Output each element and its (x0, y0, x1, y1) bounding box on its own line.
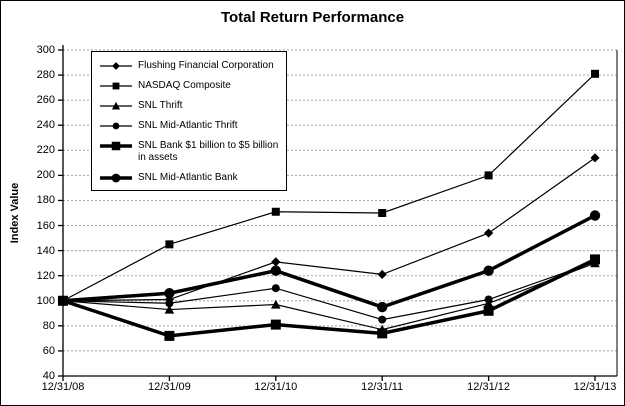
legend-square-marker-icon (100, 140, 132, 152)
y-tick-label: 60 (42, 344, 55, 357)
y-tick-label: 40 (42, 370, 55, 382)
y-tick-label: 120 (36, 269, 55, 282)
y-tick-label: 240 (36, 119, 55, 132)
y-tick-label: 80 (42, 319, 55, 332)
legend-label: Flushing Financial Corporation (138, 60, 274, 71)
legend-item: SNL Bank $1 billion to $5 billion in ass… (100, 140, 280, 164)
legend-circle-marker-icon (100, 172, 132, 184)
legend-square-marker-icon (100, 80, 132, 92)
x-tick-label: 12/31/09 (147, 381, 191, 393)
y-tick-label: 260 (36, 94, 55, 107)
y-tick-label: 200 (36, 169, 55, 182)
y-tick-label: 160 (36, 219, 55, 232)
legend-label: SNL Thrift (138, 100, 183, 111)
y-tick-label: 140 (36, 244, 55, 257)
legend-triangle-marker-icon (100, 100, 132, 112)
y-tick-label: 100 (36, 294, 55, 307)
legend-label: SNL Bank $1 billion to $5 billion in ass… (138, 140, 279, 163)
legend-label: SNL Mid-Atlantic Bank (138, 172, 238, 183)
chart-title: Total Return Performance (220, 9, 405, 26)
x-tick-label: 12/31/08 (41, 381, 85, 393)
legend-item: SNL Thrift (100, 100, 280, 112)
y-tick-label: 300 (36, 44, 55, 56)
x-tick-label: 12/31/12 (467, 381, 510, 393)
legend-label: NASDAQ Composite (138, 80, 231, 91)
legend-diamond-marker-icon (100, 60, 132, 72)
y-tick-label: 220 (36, 144, 55, 157)
legend-item: SNL Mid-Atlantic Bank (100, 172, 280, 184)
legend-item: SNL Mid-Atlantic Thrift (100, 120, 280, 132)
x-tick-label: 12/31/10 (254, 381, 298, 393)
legend-label: SNL Mid-Atlantic Thrift (138, 120, 238, 131)
y-tick-label: 280 (36, 69, 55, 82)
legend: Flushing Financial Corporation NASDAQ Com… (91, 51, 287, 191)
legend-item: Flushing Financial Corporation (100, 60, 280, 72)
y-tick-label: 180 (36, 194, 55, 207)
x-tick-label: 12/31/11 (361, 381, 404, 393)
legend-circle-marker-icon (100, 120, 132, 132)
x-tick-label: 12/31/13 (573, 381, 617, 393)
legend-item: NASDAQ Composite (100, 80, 280, 92)
